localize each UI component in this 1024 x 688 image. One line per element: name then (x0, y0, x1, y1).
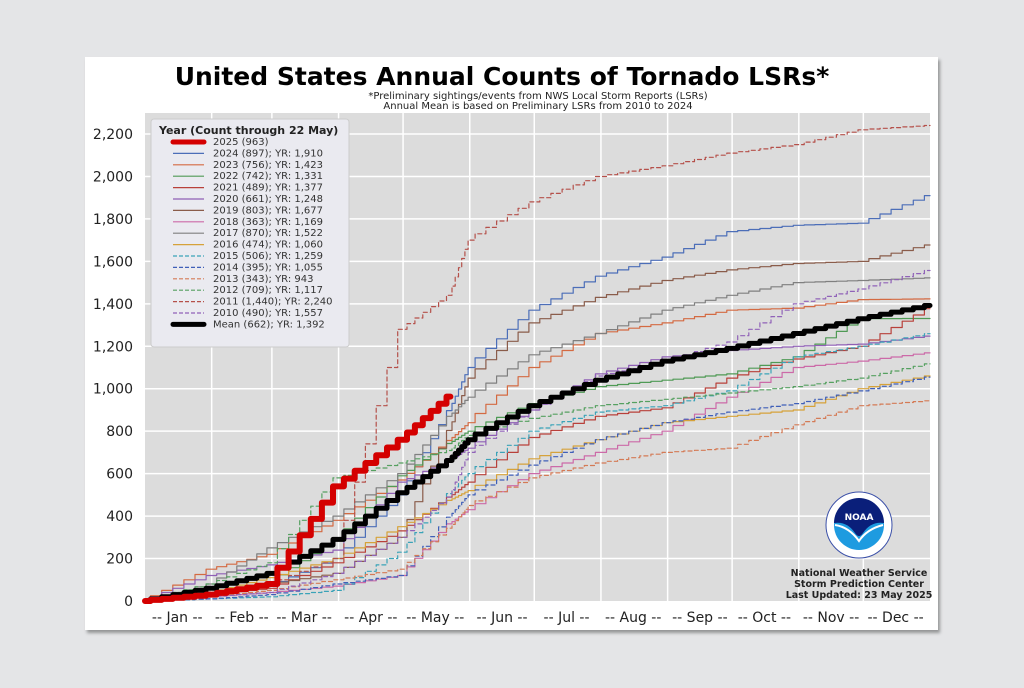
legend-label-2024: 2024 (897); YR: 1,910 (213, 148, 323, 159)
x-tick-label: -- Sep -- (672, 610, 728, 626)
x-tick-label: -- Nov -- (803, 610, 859, 626)
series-line-2010 (144, 269, 931, 602)
y-tick-label: 1,000 (93, 382, 133, 398)
y-tick-label: 1,400 (93, 297, 133, 313)
legend-label-2023: 2023 (756); YR: 1,423 (213, 160, 323, 171)
legend-label-2021: 2021 (489); YR: 1,377 (213, 183, 323, 194)
y-tick-label: 0 (124, 594, 133, 610)
credit-last-updated: Last Updated: 23 May 2025 (786, 590, 933, 601)
y-tick-label: 2,200 (93, 127, 133, 143)
legend-label-2019: 2019 (803); YR: 1,677 (213, 205, 323, 216)
y-tick-label: 400 (106, 509, 133, 525)
x-tick-label: -- May -- (406, 610, 464, 626)
legend-title: Year (Count through 22 May) (158, 124, 338, 137)
legend-label-mean: Mean (662); YR: 1,392 (213, 319, 325, 330)
series-line-2015 (144, 333, 931, 602)
series-line-2012 (144, 363, 931, 602)
noaa-logo-text: NOAA (845, 513, 874, 523)
legend-label-2018: 2018 (363); YR: 1,169 (213, 217, 323, 228)
series-line-2013 (144, 400, 931, 602)
y-tick-label: 1,200 (93, 339, 133, 355)
legend-label-2016: 2016 (474); YR: 1,060 (213, 240, 323, 251)
series-line-2020 (144, 335, 931, 602)
x-tick-label: -- Jan -- (152, 610, 203, 626)
x-tick-label: -- Jul -- (544, 610, 590, 626)
legend-label-2025: 2025 (963) (213, 137, 269, 148)
y-axis-ticks: 0 200 400 600 800 1,000 1,200 1,400 1,600 1,800 2,… (93, 127, 133, 610)
series-line-2016 (144, 375, 931, 602)
series-line-2011 (144, 124, 931, 602)
legend-label-2020: 2020 (661); YR: 1,248 (213, 194, 323, 205)
legend-label-2012: 2012 (709); YR: 1,117 (213, 285, 323, 296)
series-line-2019 (144, 244, 931, 602)
x-tick-label: -- Mar -- (276, 610, 332, 626)
y-tick-label: 600 (106, 467, 133, 483)
series-line-2024 (144, 195, 931, 602)
chart-subtitle-line-1: *Preliminary sightings/events from NWS L… (368, 91, 707, 102)
credit-spc: Storm Prediction Center (794, 579, 924, 590)
y-tick-label: 800 (106, 424, 133, 440)
series-lines (142, 124, 933, 604)
legend-label-2014: 2014 (395); YR: 1,055 (213, 262, 323, 273)
x-tick-label: -- Apr -- (344, 610, 397, 626)
legend-label-2011: 2011 (1,440); YR: 2,240 (213, 297, 333, 308)
legend: Year (Count through 22 May) 2025 (963)20… (150, 118, 350, 348)
series-line-2017 (144, 277, 931, 602)
chart-subtitle-line-2: Annual Mean is based on Preliminary LSRs… (383, 101, 692, 112)
y-tick-label: 1,800 (93, 212, 133, 228)
series-line-2014 (144, 376, 931, 602)
legend-label-2013: 2013 (343); YR: 943 (213, 274, 313, 285)
x-tick-label: -- Oct -- (738, 610, 791, 626)
chart-card: United States Annual Counts of Tornado L… (85, 57, 938, 630)
x-tick-label: -- Dec -- (867, 610, 923, 626)
chart-svg: United States Annual Counts of Tornado L… (93, 62, 933, 626)
x-axis-ticks: -- Jan -- -- Feb -- -- Mar -- -- Apr -- -- M… (152, 610, 924, 626)
legend-label-2015: 2015 (506); YR: 1,259 (213, 251, 323, 262)
y-tick-label: 2,000 (93, 169, 133, 185)
legend-label-2017: 2017 (870); YR: 1,522 (213, 228, 323, 239)
noaa-logo-icon: NOAA (825, 491, 893, 559)
legend-label-2010: 2010 (490); YR: 1,557 (213, 308, 323, 319)
series-line-2025 (142, 393, 454, 604)
y-tick-label: 1,600 (93, 254, 133, 270)
series-line-2021 (144, 308, 931, 602)
legend-label-2022: 2022 (742); YR: 1,331 (213, 171, 323, 182)
credit-nws: National Weather Service (791, 568, 928, 579)
x-tick-label: -- Jun -- (477, 610, 528, 626)
x-tick-label: -- Aug -- (605, 610, 661, 626)
y-tick-label: 200 (106, 552, 133, 568)
chart-title: United States Annual Counts of Tornado L… (175, 62, 830, 91)
x-tick-label: -- Feb -- (215, 610, 269, 626)
